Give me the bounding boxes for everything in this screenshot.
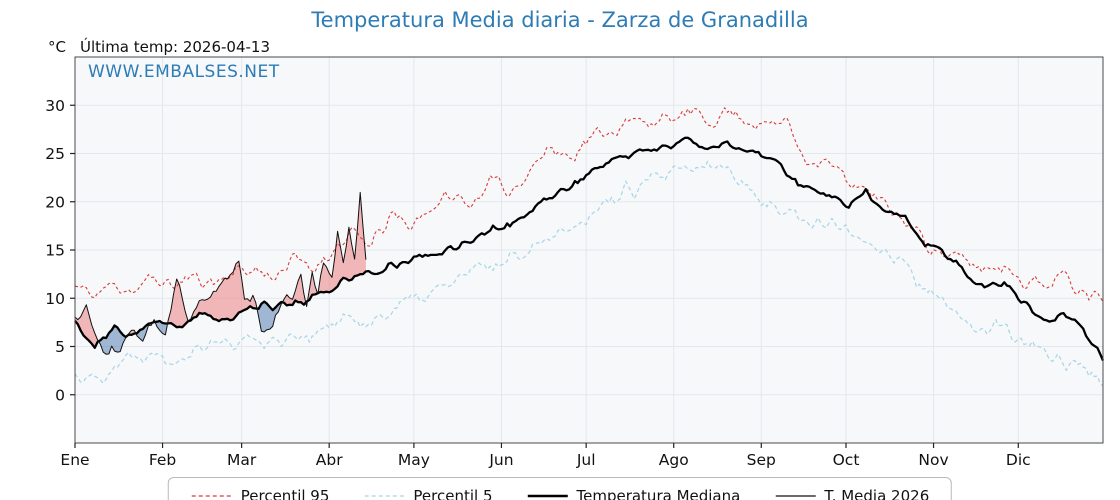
x-tick-label: Abr — [316, 451, 343, 469]
x-tick-label: Dic — [1006, 451, 1031, 469]
y-tick-label: 20 — [45, 193, 65, 211]
series-line-t-media-2026 — [74, 191, 367, 355]
legend-item-temperatura-mediana: Temperatura Mediana — [526, 487, 740, 500]
x-tick-label: Nov — [918, 451, 948, 469]
y-tick-label: 10 — [45, 290, 65, 308]
x-tick-label: Jun — [488, 451, 513, 469]
x-tick-label: Mar — [227, 451, 257, 469]
legend-item-percentil-5: Percentil 5 — [363, 487, 492, 500]
chart-title: Temperatura Media diaria - Zarza de Gran… — [311, 8, 809, 32]
legend-label: Percentil 95 — [240, 487, 330, 500]
x-tick-label: Ene — [60, 451, 89, 469]
y-tick-label: 15 — [45, 242, 65, 260]
legend-label: Percentil 5 — [413, 487, 493, 500]
x-tick-label: Feb — [149, 451, 176, 469]
x-tick-label: Ago — [659, 451, 689, 469]
x-tick-label: Oct — [833, 451, 860, 469]
series-line-percentil-5 — [74, 160, 1104, 387]
last-temp-label: Última temp: 2026-04-13 — [80, 38, 271, 56]
legend: Percentil 95 Percentil 5 Temperatura Media… — [167, 477, 953, 500]
fill-below-median — [97, 301, 282, 355]
fill-above-median — [75, 192, 366, 348]
y-tick-label: 30 — [45, 97, 65, 115]
x-tick-label: Sep — [747, 451, 776, 469]
legend-line-sample — [775, 495, 816, 497]
x-tick-label: Jul — [576, 451, 596, 469]
y-tick-label: 5 — [55, 338, 65, 356]
legend-line-sample — [527, 494, 568, 498]
series-line-percentil-95 — [74, 107, 1104, 302]
watermark: WWW.EMBALSES.NET — [88, 62, 280, 82]
y-tick-label: 25 — [45, 145, 65, 163]
y-unit-label: °C — [48, 38, 66, 56]
legend-item-t-media-2026: T. Media 2026 — [774, 487, 929, 500]
legend-line-sample — [364, 495, 405, 497]
legend-label: Temperatura Mediana — [576, 487, 741, 500]
x-tick-label: May — [398, 451, 430, 469]
legend-line-sample — [191, 495, 232, 497]
legend-item-percentil-95: Percentil 95 — [191, 487, 330, 500]
series-line-temperatura-mediana — [74, 136, 1105, 362]
legend-label: T. Media 2026 — [824, 487, 930, 500]
y-tick-label: 0 — [55, 386, 65, 404]
